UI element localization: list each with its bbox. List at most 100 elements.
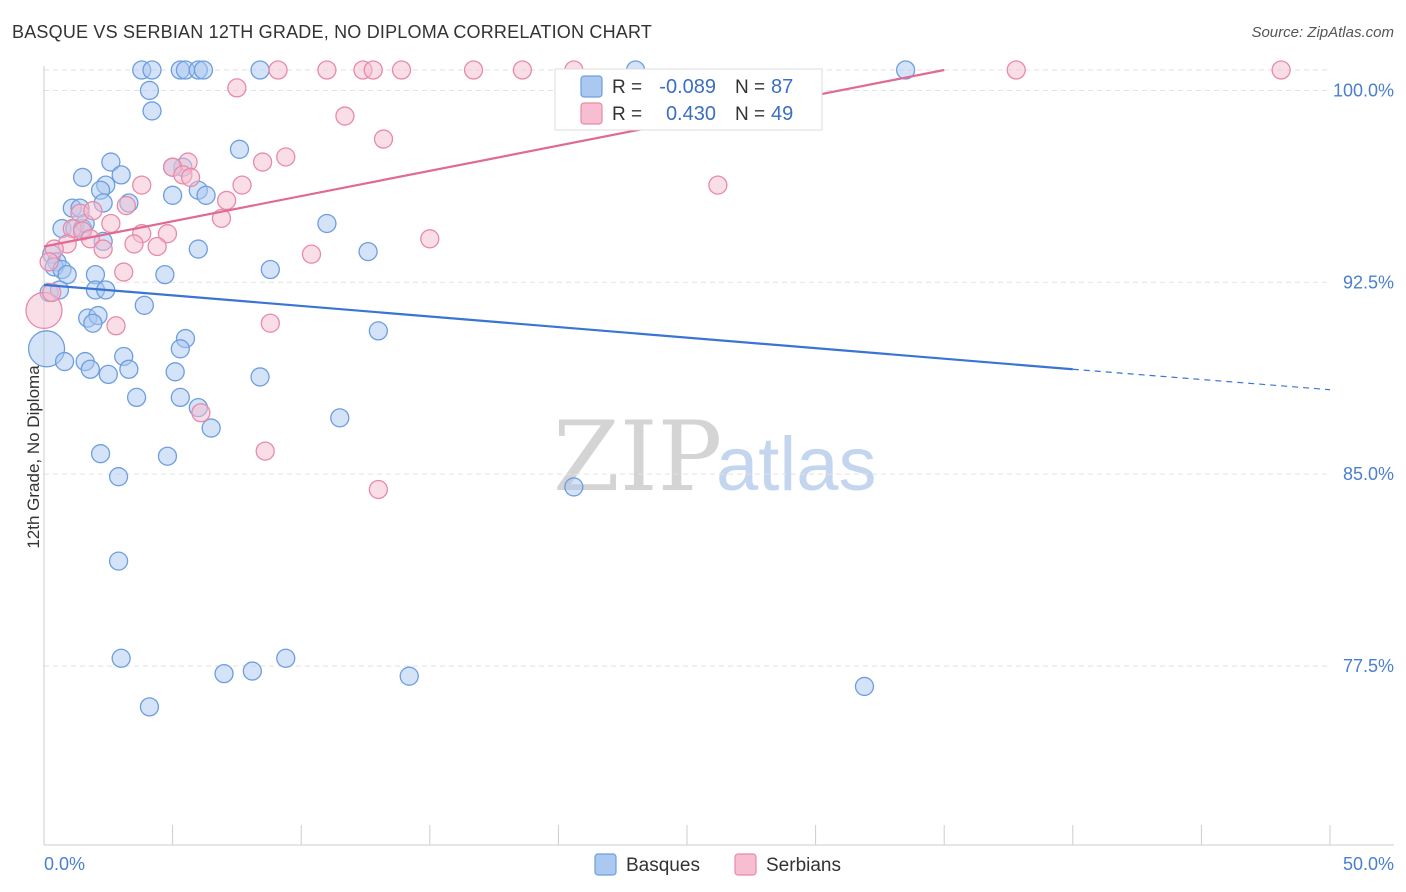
basques-point <box>162 185 183 205</box>
serbians-point <box>255 441 275 461</box>
serbians-point <box>191 403 211 423</box>
legend-n-label-basques: N = <box>735 77 765 98</box>
serbians-point <box>232 175 252 195</box>
serbians-point <box>463 60 484 80</box>
basques-point <box>142 101 162 121</box>
serbians-point <box>216 190 237 211</box>
serbians-point <box>260 313 280 333</box>
legend-r-value-serbians: 0.430 <box>666 103 716 125</box>
x-tick-label-max: 50.0% <box>1343 854 1394 874</box>
y-tick-label: 77.5% <box>1343 656 1394 676</box>
gridlines <box>44 69 1330 667</box>
basques-point <box>276 648 296 668</box>
serbians-point <box>301 244 322 264</box>
trend-line-basques <box>43 283 1073 371</box>
legend-n-label-serbians: N = <box>735 104 765 125</box>
serbians-point <box>1006 60 1026 80</box>
y-tick-label: 92.5% <box>1343 272 1394 292</box>
serbians-point <box>114 262 134 282</box>
serbians-point <box>157 224 178 244</box>
serbians-point <box>83 201 103 221</box>
serbians-point <box>373 129 394 149</box>
basques-point <box>139 697 160 717</box>
bottom-legend-swatch-basques <box>594 853 617 876</box>
legend-n-value-basques: 87 <box>771 76 793 98</box>
axes <box>43 66 1394 846</box>
basques-point <box>98 364 118 385</box>
basques-point <box>330 408 350 428</box>
serbians-point <box>363 60 383 80</box>
basques-point <box>854 676 875 697</box>
x-tick-labels: 0.0% 50.0% <box>44 854 1394 874</box>
basques-point <box>196 185 216 205</box>
serbians-point <box>180 167 201 188</box>
watermark-atlas: atlas <box>716 422 877 507</box>
serbians-point <box>42 282 62 303</box>
y-tick-label: 85.0% <box>1343 464 1394 484</box>
serbians-point <box>147 236 167 257</box>
basques-point <box>108 551 129 571</box>
serbians-point <box>132 175 152 195</box>
basques-point <box>193 60 214 80</box>
serbians-point <box>1271 60 1291 80</box>
serbians-point <box>211 208 232 228</box>
y-tick-label: 100.0% <box>1333 80 1394 100</box>
serbians-point <box>39 252 59 272</box>
chart-title: BASQUE VS SERBIAN 12TH GRADE, NO DIPLOMA… <box>12 22 653 42</box>
basques-point <box>101 152 121 172</box>
basques-point <box>188 239 208 259</box>
legend-r-label-serbians: R = <box>612 104 642 125</box>
legend-swatch-basques <box>580 75 603 98</box>
basques-point <box>157 446 178 466</box>
serbians-point <box>420 229 440 249</box>
basques-point <box>214 663 234 684</box>
serbians-point <box>391 60 412 80</box>
series-basques <box>27 60 916 717</box>
serbians-point <box>101 213 121 234</box>
basques-point <box>564 477 584 497</box>
basques-point <box>119 359 139 379</box>
basques-point <box>139 80 160 101</box>
basques-point <box>895 60 916 80</box>
watermark: ZIP atlas <box>553 401 877 513</box>
basques-point <box>142 60 162 80</box>
basques-point <box>165 362 185 382</box>
serbians-point <box>116 195 136 216</box>
basques-point <box>170 339 190 359</box>
bottom-legend-swatch-serbians <box>734 853 757 876</box>
basques-point <box>72 167 93 188</box>
serbians-point <box>276 147 296 167</box>
serbians-point <box>368 479 389 500</box>
data-points <box>25 60 1291 717</box>
basques-point <box>242 661 262 681</box>
trend-line-basques-extension <box>1072 368 1331 391</box>
serbians-point <box>708 175 728 195</box>
legend-box: R = -0.089 N = 87 R = 0.430 N = 49 <box>554 68 823 131</box>
serbians-point <box>124 234 144 254</box>
basques-point <box>368 321 389 341</box>
serbians-point <box>252 152 273 172</box>
basques-point <box>317 213 337 234</box>
series-serbians <box>25 60 1291 500</box>
legend-r-label-basques: R = <box>612 77 642 98</box>
basques-point <box>250 60 270 80</box>
basques-point <box>358 241 378 262</box>
basques-point <box>90 444 111 464</box>
basques-point <box>83 313 103 333</box>
serbians-point <box>335 106 355 126</box>
basques-point <box>201 418 221 438</box>
y-axis-label: 12th Grade, No Diploma <box>24 365 43 549</box>
basques-point <box>170 387 190 408</box>
chart-source: Source: ZipAtlas.com <box>1251 24 1394 41</box>
legend-r-value-basques: -0.089 <box>659 76 716 98</box>
serbians-point <box>512 60 533 80</box>
serbians-point <box>106 316 126 336</box>
basques-point <box>229 139 250 159</box>
basques-point <box>155 264 175 285</box>
basques-point <box>54 351 75 372</box>
basques-point <box>399 666 419 686</box>
bottom-legend: Basques Serbians <box>594 853 841 876</box>
basques-point <box>250 367 270 387</box>
basques-point <box>134 295 154 315</box>
